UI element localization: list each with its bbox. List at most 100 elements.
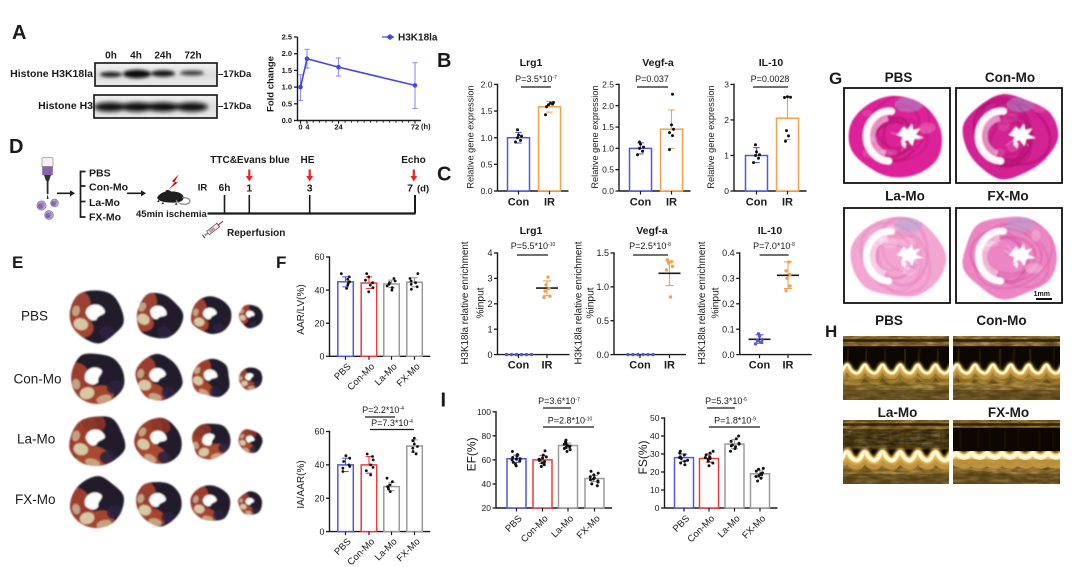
svg-text:40: 40: [650, 431, 660, 441]
svg-text:40: 40: [482, 479, 492, 489]
svg-text:%input: %input: [586, 287, 597, 318]
svg-text:PBS: PBS: [671, 513, 692, 534]
svg-text:Con-Mo: Con-Mo: [685, 513, 717, 545]
svg-text:2: 2: [487, 299, 492, 309]
svg-text:B: B: [437, 50, 451, 72]
svg-text:Relative gene expression: Relative gene expression: [466, 85, 476, 188]
svg-text:La-Mo: La-Mo: [885, 189, 925, 204]
svg-text:3: 3: [307, 183, 313, 195]
svg-text:Con: Con: [746, 197, 768, 209]
svg-text:2.0: 2.0: [282, 49, 292, 58]
svg-text:Vegf-a: Vegf-a: [636, 225, 668, 237]
svg-text:4h: 4h: [130, 51, 142, 62]
svg-text:3: 3: [487, 274, 492, 284]
svg-text:Vegf-a: Vegf-a: [642, 57, 674, 69]
svg-text:P=5.5*10-10: P=5.5*10-10: [511, 241, 556, 251]
svg-text:7: 7: [407, 183, 413, 195]
svg-text:3: 3: [724, 79, 729, 89]
svg-text:La-Mo: La-Mo: [878, 405, 918, 420]
svg-text:80: 80: [482, 431, 492, 441]
svg-text:0.5: 0.5: [282, 99, 292, 108]
svg-text:PBS: PBS: [89, 168, 111, 180]
svg-text:IL-10: IL-10: [759, 57, 784, 69]
svg-text:P=2.2*10-4: P=2.2*10-4: [362, 405, 404, 415]
svg-text:60: 60: [482, 455, 492, 465]
svg-text:FX-Mo: FX-Mo: [15, 492, 56, 507]
svg-text:P=2.8*10-10: P=2.8*10-10: [548, 416, 593, 426]
svg-text:Con: Con: [508, 360, 530, 372]
svg-text:4: 4: [487, 248, 492, 258]
svg-text:10: 10: [650, 485, 660, 495]
svg-text:0: 0: [319, 352, 324, 362]
svg-text:FX-Mo: FX-Mo: [988, 405, 1029, 420]
svg-text:4: 4: [305, 123, 310, 132]
svg-text:La-Mo: La-Mo: [89, 197, 120, 209]
svg-text:1.5: 1.5: [596, 248, 609, 258]
svg-text:Con: Con: [630, 197, 652, 209]
svg-text:0.1: 0.1: [722, 324, 735, 334]
svg-text:P=3.6*10-7: P=3.6*10-7: [538, 396, 580, 406]
svg-text:0.5: 0.5: [481, 159, 493, 169]
svg-text:Con-Mo: Con-Mo: [519, 513, 551, 545]
svg-text:1: 1: [724, 151, 729, 161]
svg-text:2.0: 2.0: [602, 101, 614, 111]
svg-text:2.5: 2.5: [602, 79, 614, 89]
svg-text:Con: Con: [749, 360, 771, 372]
svg-text:Lrg1: Lrg1: [520, 225, 543, 237]
svg-text:Relative gene expression: Relative gene expression: [590, 85, 600, 188]
svg-text:Con: Con: [508, 197, 530, 209]
svg-text:IR: IR: [198, 183, 208, 194]
svg-text:1.5: 1.5: [602, 122, 614, 132]
svg-text:La-Mo: La-Mo: [716, 513, 743, 540]
svg-text:20: 20: [650, 467, 660, 477]
svg-text:FX-Mo: FX-Mo: [395, 536, 423, 564]
svg-text:72h: 72h: [184, 51, 201, 62]
svg-text:0: 0: [487, 350, 492, 360]
svg-text:30: 30: [650, 449, 660, 459]
svg-text:1mm: 1mm: [1034, 291, 1050, 298]
svg-text:FX-Mo: FX-Mo: [575, 513, 603, 541]
svg-text:IR: IR: [664, 360, 675, 372]
svg-text:Histone H3: Histone H3: [38, 100, 93, 112]
svg-text:50: 50: [650, 413, 660, 423]
svg-text:PBS: PBS: [875, 313, 903, 328]
svg-text:IR: IR: [783, 360, 794, 372]
svg-text:0.5: 0.5: [602, 165, 614, 175]
svg-text:IR: IR: [782, 197, 793, 209]
svg-text:40: 40: [314, 460, 324, 470]
svg-text:IR: IR: [544, 197, 555, 209]
svg-text:H3K18la relative enrichment: H3K18la relative enrichment: [460, 241, 471, 364]
svg-text:2.0: 2.0: [481, 79, 493, 89]
svg-text:0.0: 0.0: [596, 350, 609, 360]
svg-text:La-Mo: La-Mo: [373, 536, 400, 563]
svg-text:2: 2: [724, 115, 729, 125]
svg-text:H: H: [825, 322, 837, 341]
svg-text:FX-Mo: FX-Mo: [740, 513, 768, 541]
svg-text:0: 0: [319, 527, 324, 537]
svg-text:100: 100: [477, 407, 491, 417]
svg-text:Histone H3K18la: Histone H3K18la: [10, 68, 93, 80]
svg-text:20: 20: [314, 318, 324, 328]
svg-text:FX-Mo: FX-Mo: [89, 212, 121, 224]
svg-text:A: A: [12, 22, 26, 44]
svg-text:1.0: 1.0: [481, 133, 493, 143]
svg-text:(h): (h): [421, 122, 431, 131]
svg-text:P=7.3*10-4: P=7.3*10-4: [371, 418, 413, 428]
svg-text:IL-10: IL-10: [758, 225, 783, 237]
svg-text:1.0: 1.0: [602, 143, 614, 153]
svg-text:P=2.5*10-8: P=2.5*10-8: [629, 241, 671, 251]
svg-text:0.3: 0.3: [722, 274, 735, 284]
svg-text:H3K18la relative enrichment: H3K18la relative enrichment: [574, 241, 585, 364]
svg-text:PBS: PBS: [21, 309, 48, 324]
svg-text:C: C: [437, 164, 451, 186]
svg-text:D: D: [9, 136, 23, 158]
svg-text:0.0: 0.0: [282, 116, 292, 125]
svg-text:–17kDa: –17kDa: [218, 101, 252, 112]
svg-text:1.0: 1.0: [282, 83, 292, 92]
svg-text:P=3.5*10-7: P=3.5*10-7: [515, 74, 557, 84]
svg-text:24: 24: [334, 123, 343, 132]
svg-text:I: I: [441, 390, 447, 412]
svg-text:La-Mo: La-Mo: [17, 432, 55, 447]
svg-text:20: 20: [482, 503, 492, 513]
svg-text:0: 0: [298, 123, 302, 132]
